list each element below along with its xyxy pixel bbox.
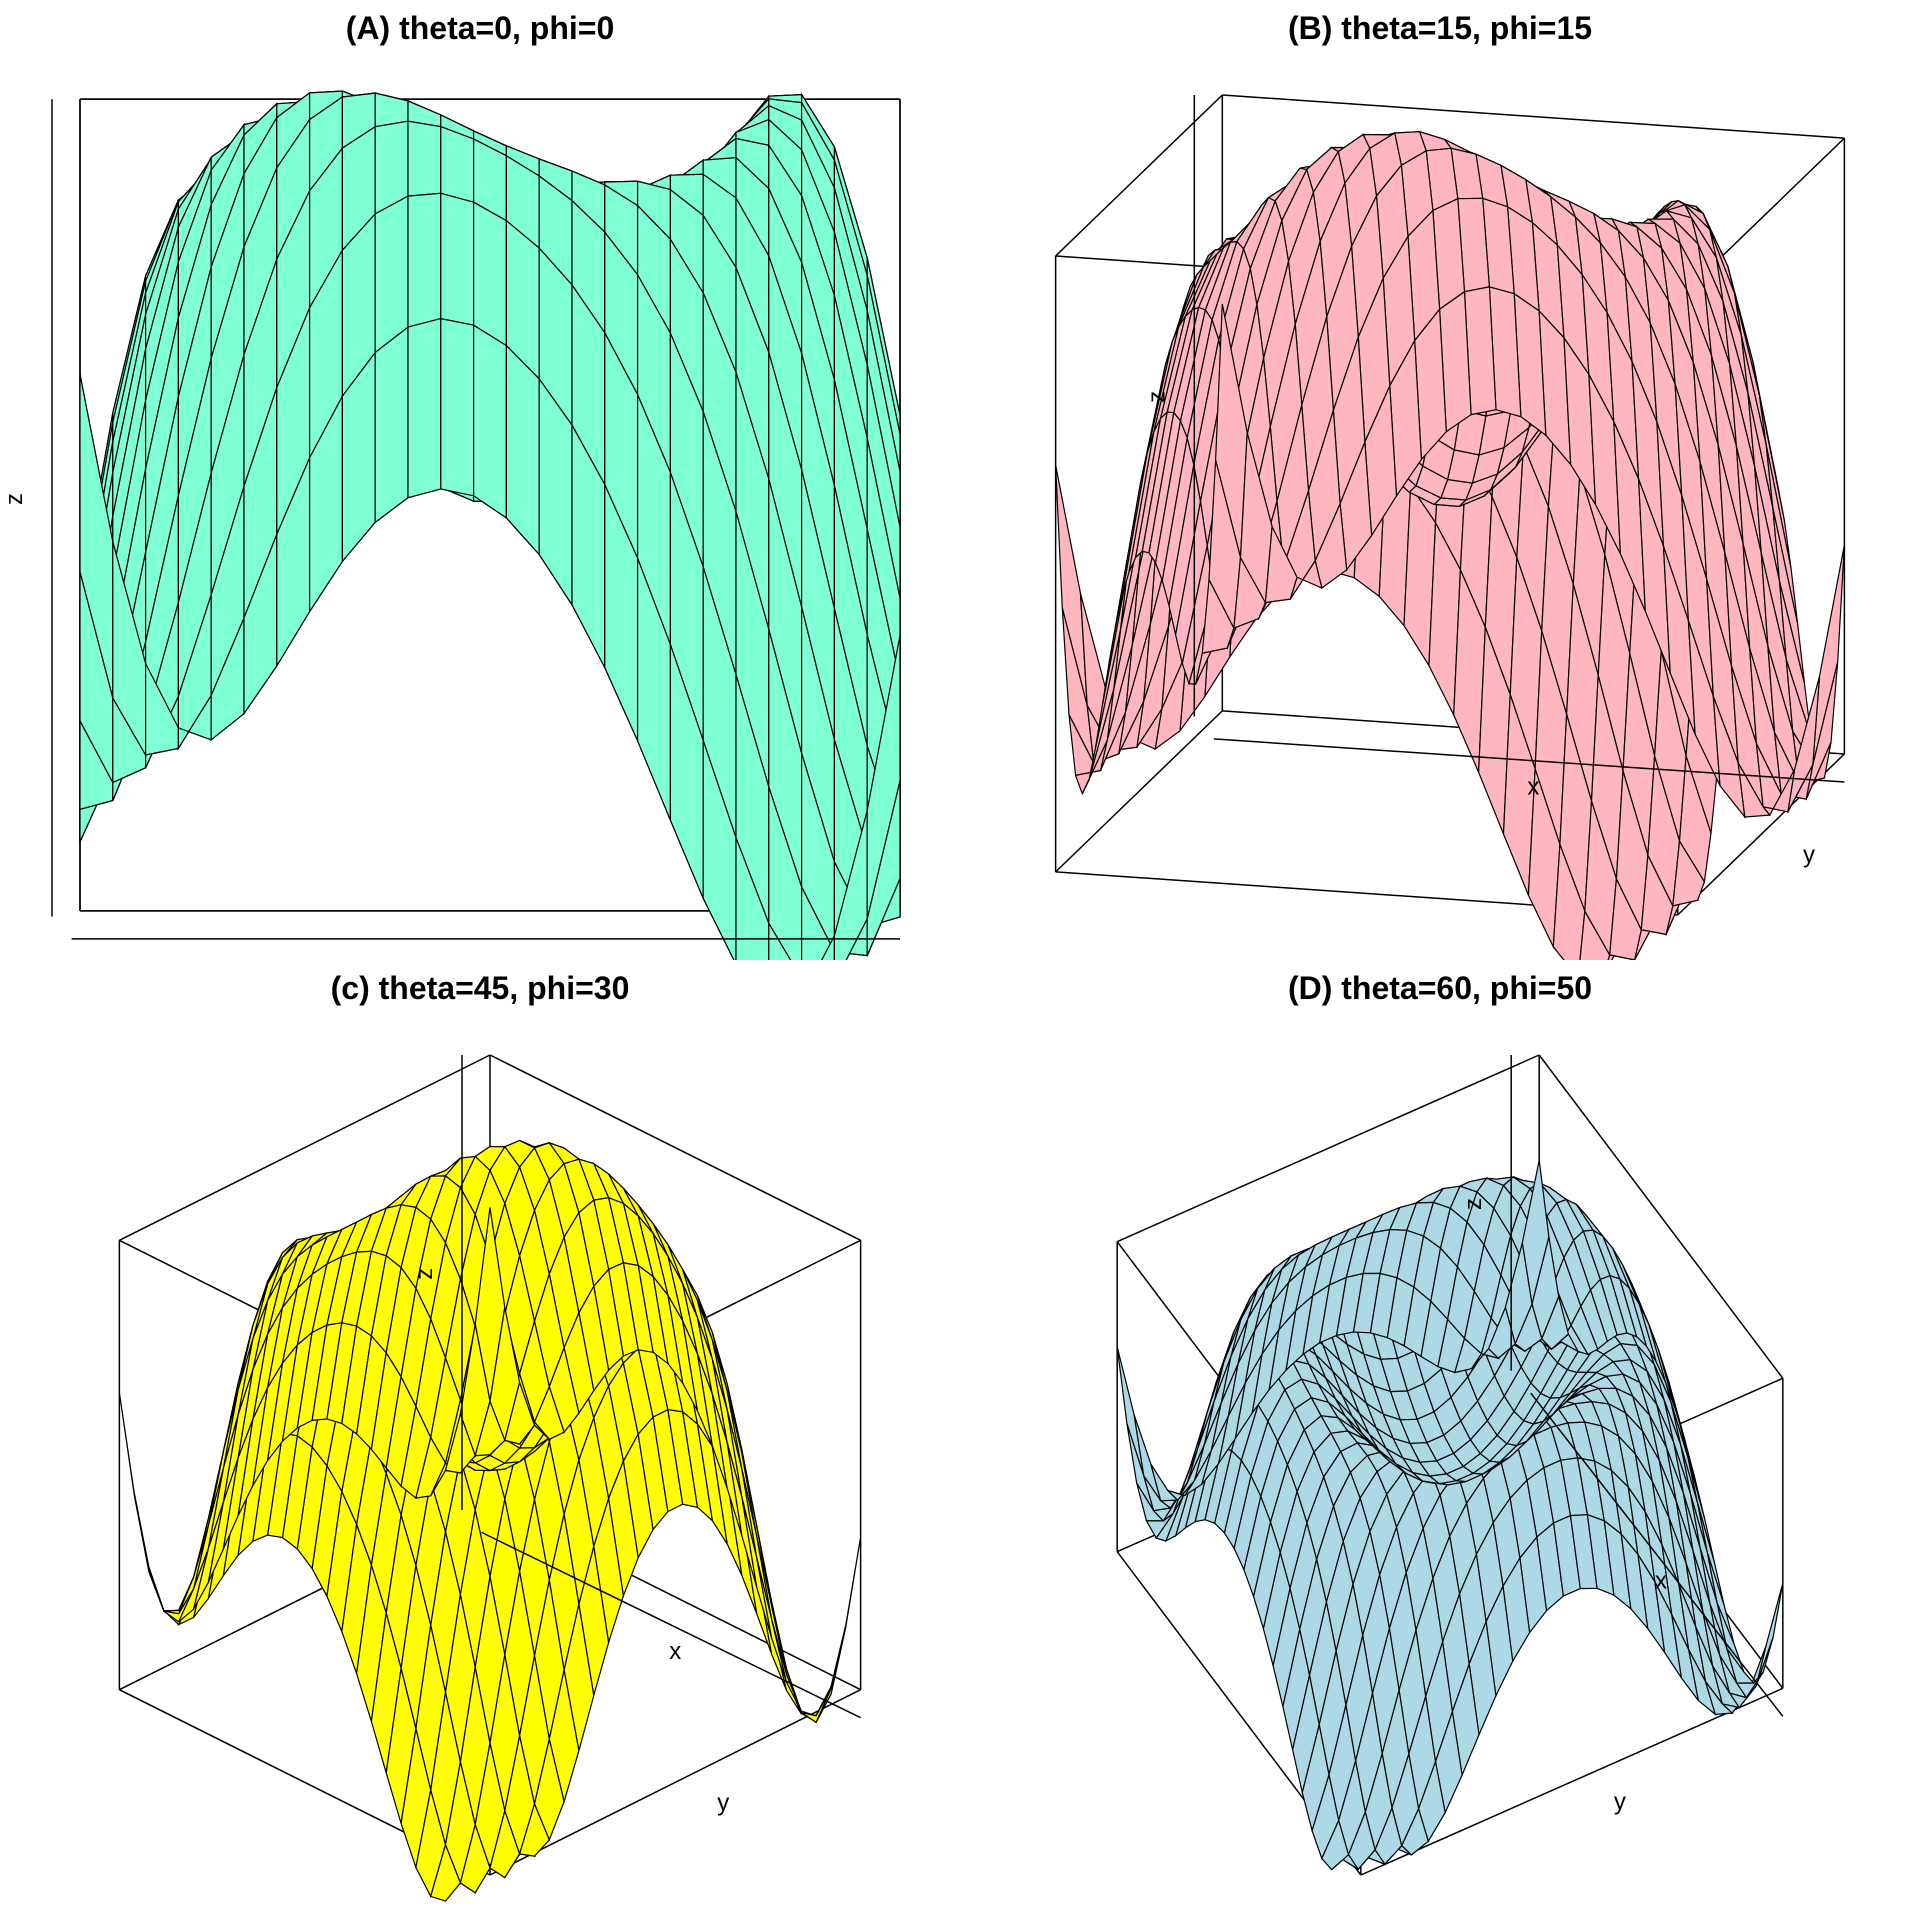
surface-facet — [821, 935, 836, 960]
surface-facet — [474, 1399, 506, 1457]
x-axis-arrow — [1530, 1392, 1784, 1717]
axes: z x y — [1460, 1055, 1784, 1816]
chart-title: (B) theta=15, phi=15 — [1287, 10, 1593, 46]
chart-title: (D) theta=60, phi=50 — [1287, 970, 1593, 1006]
surface-mesh — [118, 1139, 862, 1902]
surface-plot: z x y — [118, 1054, 862, 1902]
surface-facet — [133, 1494, 165, 1612]
surface-facet — [374, 195, 409, 354]
box-edge — [489, 1054, 861, 1241]
surface-facet — [374, 325, 409, 524]
surface-mesh — [79, 90, 901, 960]
surface-facet — [148, 1567, 179, 1616]
chart-panel-a: (A) theta=0, phi=0 z — [0, 0, 960, 960]
box-edge — [1222, 94, 1845, 139]
surface-facet — [473, 324, 507, 520]
surface-facet — [148, 1571, 179, 1612]
surface-facet — [178, 1548, 209, 1623]
surface-facet — [505, 344, 540, 557]
surface-facet — [148, 1569, 179, 1615]
box-edge — [1055, 94, 1223, 257]
surface-facet — [407, 192, 442, 328]
box-edge — [1055, 710, 1223, 873]
x-axis-arrow — [1213, 738, 1845, 783]
box-edge — [1116, 1054, 1540, 1243]
z-axis-label: z — [1, 493, 28, 505]
surface-facet — [1167, 1480, 1195, 1501]
surface-facet — [440, 125, 475, 203]
surface-facet — [504, 1380, 536, 1445]
z-axis-label: z — [1460, 1198, 1487, 1210]
box-edge — [119, 1054, 491, 1241]
chart-panel-b: (B) theta=15, phi=15 z x y — [960, 0, 1920, 960]
surface-facet — [866, 635, 901, 919]
surface-facet — [1737, 762, 1771, 818]
surface-facet — [440, 317, 475, 497]
chart-title: (A) theta=0, phi=0 — [345, 10, 615, 46]
surface-facet — [1433, 1396, 1462, 1437]
surface-mesh — [1055, 130, 1845, 960]
surface-mesh — [1116, 1160, 1784, 1871]
surface-facet — [1552, 844, 1586, 960]
box-edge — [1538, 1054, 1784, 1379]
y-axis-label: y — [1614, 1789, 1626, 1816]
surface-facet — [429, 1842, 462, 1902]
y-axis-label: y — [717, 1789, 729, 1816]
surface-plot: z x y — [1054, 94, 1846, 960]
surface-facet — [768, 921, 792, 960]
surface-facet — [473, 201, 507, 347]
axes: z x y — [1143, 95, 1845, 868]
surface-plot: z x y — [1116, 1054, 1784, 1876]
x-axis-arrow — [481, 1531, 861, 1719]
surface-facet — [1264, 524, 1298, 604]
chart-title: (c) theta=45, phi=30 — [330, 970, 630, 1006]
surface-facet — [518, 1802, 550, 1857]
box-edge — [489, 1689, 861, 1876]
surface-facet — [407, 317, 442, 499]
y-axis-label: y — [1803, 841, 1815, 868]
surface-facet — [440, 192, 475, 326]
surface-facet — [1471, 1347, 1501, 1369]
surface-facet — [407, 120, 442, 197]
surface-facet — [444, 1411, 476, 1474]
chart-panel-c: (c) theta=45, phi=30 z x y — [0, 960, 960, 1920]
x-axis-label: x — [669, 1638, 681, 1665]
surface-facet — [1116, 1346, 1145, 1476]
z-axis-label: z — [1143, 391, 1170, 403]
surface-facet — [489, 1808, 521, 1879]
x-axis-label: x — [1527, 773, 1539, 800]
surface-facet — [1726, 1648, 1755, 1684]
box-edge — [1360, 1687, 1784, 1876]
z-axis-label: z — [411, 1268, 438, 1280]
chart-panel-d: (D) theta=60, phi=50 z x y — [960, 960, 1920, 1920]
axes: z — [1, 99, 900, 940]
surface-facet — [785, 1674, 817, 1717]
x-axis-label: x — [1655, 1568, 1667, 1595]
surface-plot: z — [1, 90, 901, 960]
surface-facet — [1321, 1818, 1350, 1871]
surface-facet — [133, 1492, 165, 1612]
surface-facet — [459, 1822, 491, 1894]
axes: z x y — [411, 1055, 861, 1816]
